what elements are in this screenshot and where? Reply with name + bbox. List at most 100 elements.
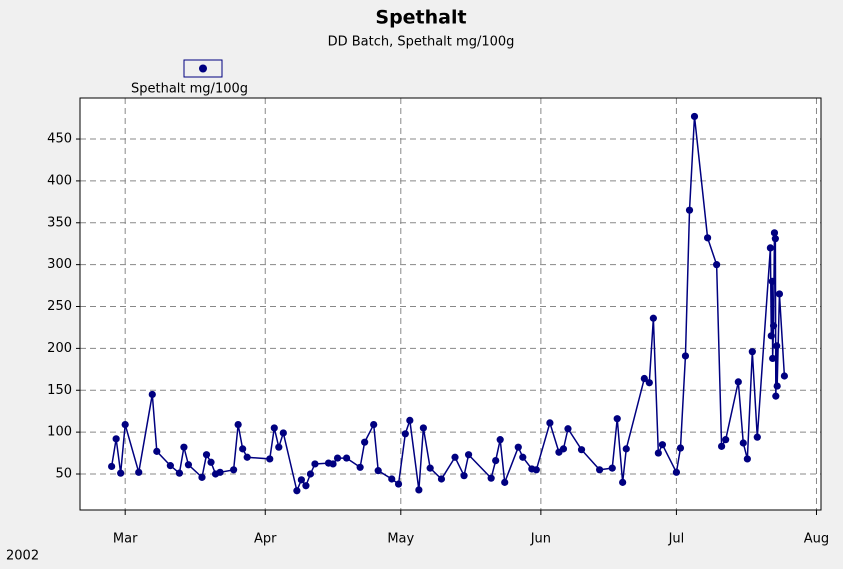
data-point [654,449,662,457]
data-point [394,480,403,488]
y-tick-label: 250 [47,299,72,314]
y-tick-label: 50 [55,466,72,481]
data-point [451,453,459,461]
data-point [175,469,184,477]
year-label: 2002 [6,549,39,564]
data-point [370,420,378,429]
y-tick-label: 150 [47,383,72,398]
data-point [266,455,274,463]
data-point [596,466,604,474]
x-tick-label: Jun [530,532,551,547]
plot-area [80,98,821,510]
data-point [153,447,161,455]
data-point [739,439,747,447]
data-point [619,478,627,486]
data-point [681,352,690,360]
chart-subtitle: DD Batch, Spethalt mg/100g [328,35,515,50]
data-point [514,443,522,451]
y-tick-label: 200 [47,341,72,356]
data-point [135,468,143,476]
data-point [306,470,315,478]
x-tick-label: Mar [113,532,138,547]
data-point [437,475,446,483]
data-point [775,290,784,298]
chart-title: Spethalt [375,7,466,29]
data-point [722,436,730,444]
y-tick-label: 450 [47,132,72,147]
data-point [270,424,278,432]
data-point [773,342,781,350]
data-point [658,441,667,449]
data-point [564,425,572,433]
plot-border [79,97,822,511]
data-point [293,487,301,495]
data-point [426,464,434,472]
data-point [690,112,699,121]
data-point [275,443,283,451]
y-tick-label: 400 [47,173,72,188]
data-point [519,453,527,461]
data-point [622,445,630,453]
data-point [207,458,215,466]
data-point [768,277,776,285]
data-point [180,443,188,451]
x-tick-label: May [387,532,414,547]
data-point [464,451,473,459]
data-point [672,468,681,476]
data-point [184,461,193,469]
data-point [342,454,351,462]
data-point [773,382,781,390]
data-point [243,453,251,461]
data-point [302,482,310,490]
data-point [279,429,287,437]
data-point [388,475,396,483]
data-point [770,229,779,237]
data-point [496,436,504,444]
data-point [608,464,616,472]
legend-marker [199,64,207,73]
data-point [734,378,742,386]
data-point [361,438,369,446]
y-tick-label: 350 [47,215,72,230]
data-point [703,234,712,242]
data-point [501,478,509,486]
data-point [460,472,468,480]
data-point [613,415,621,423]
data-point [297,476,305,484]
x-tick-label: Aug [804,532,829,547]
data-point [766,244,774,252]
data-point [559,445,568,453]
x-tick-label: Apr [254,532,277,547]
data-point [117,469,125,477]
data-point [198,473,206,481]
data-point [717,442,726,450]
y-tick-label: 300 [47,257,72,272]
data-point [333,454,342,462]
data-point [202,451,211,459]
data-point [329,460,337,468]
data-point [577,446,586,454]
data-point [532,466,540,474]
data-point [780,372,789,380]
data-point [492,456,500,465]
data-point [748,348,756,356]
data-point [685,206,694,214]
data-point [121,420,129,429]
data-point [640,374,648,383]
data-point [676,444,685,452]
data-point [767,332,775,340]
data-point [771,235,779,243]
data-point [649,314,657,322]
data-point [743,455,751,463]
data-point [406,416,414,424]
data-point [546,419,554,427]
data-point [645,379,653,387]
data-point [769,354,777,363]
data-point [216,468,224,476]
data-point [108,462,116,471]
data-point [148,390,156,399]
data-point [419,424,427,432]
data-point [487,474,495,482]
data-point [769,322,778,330]
